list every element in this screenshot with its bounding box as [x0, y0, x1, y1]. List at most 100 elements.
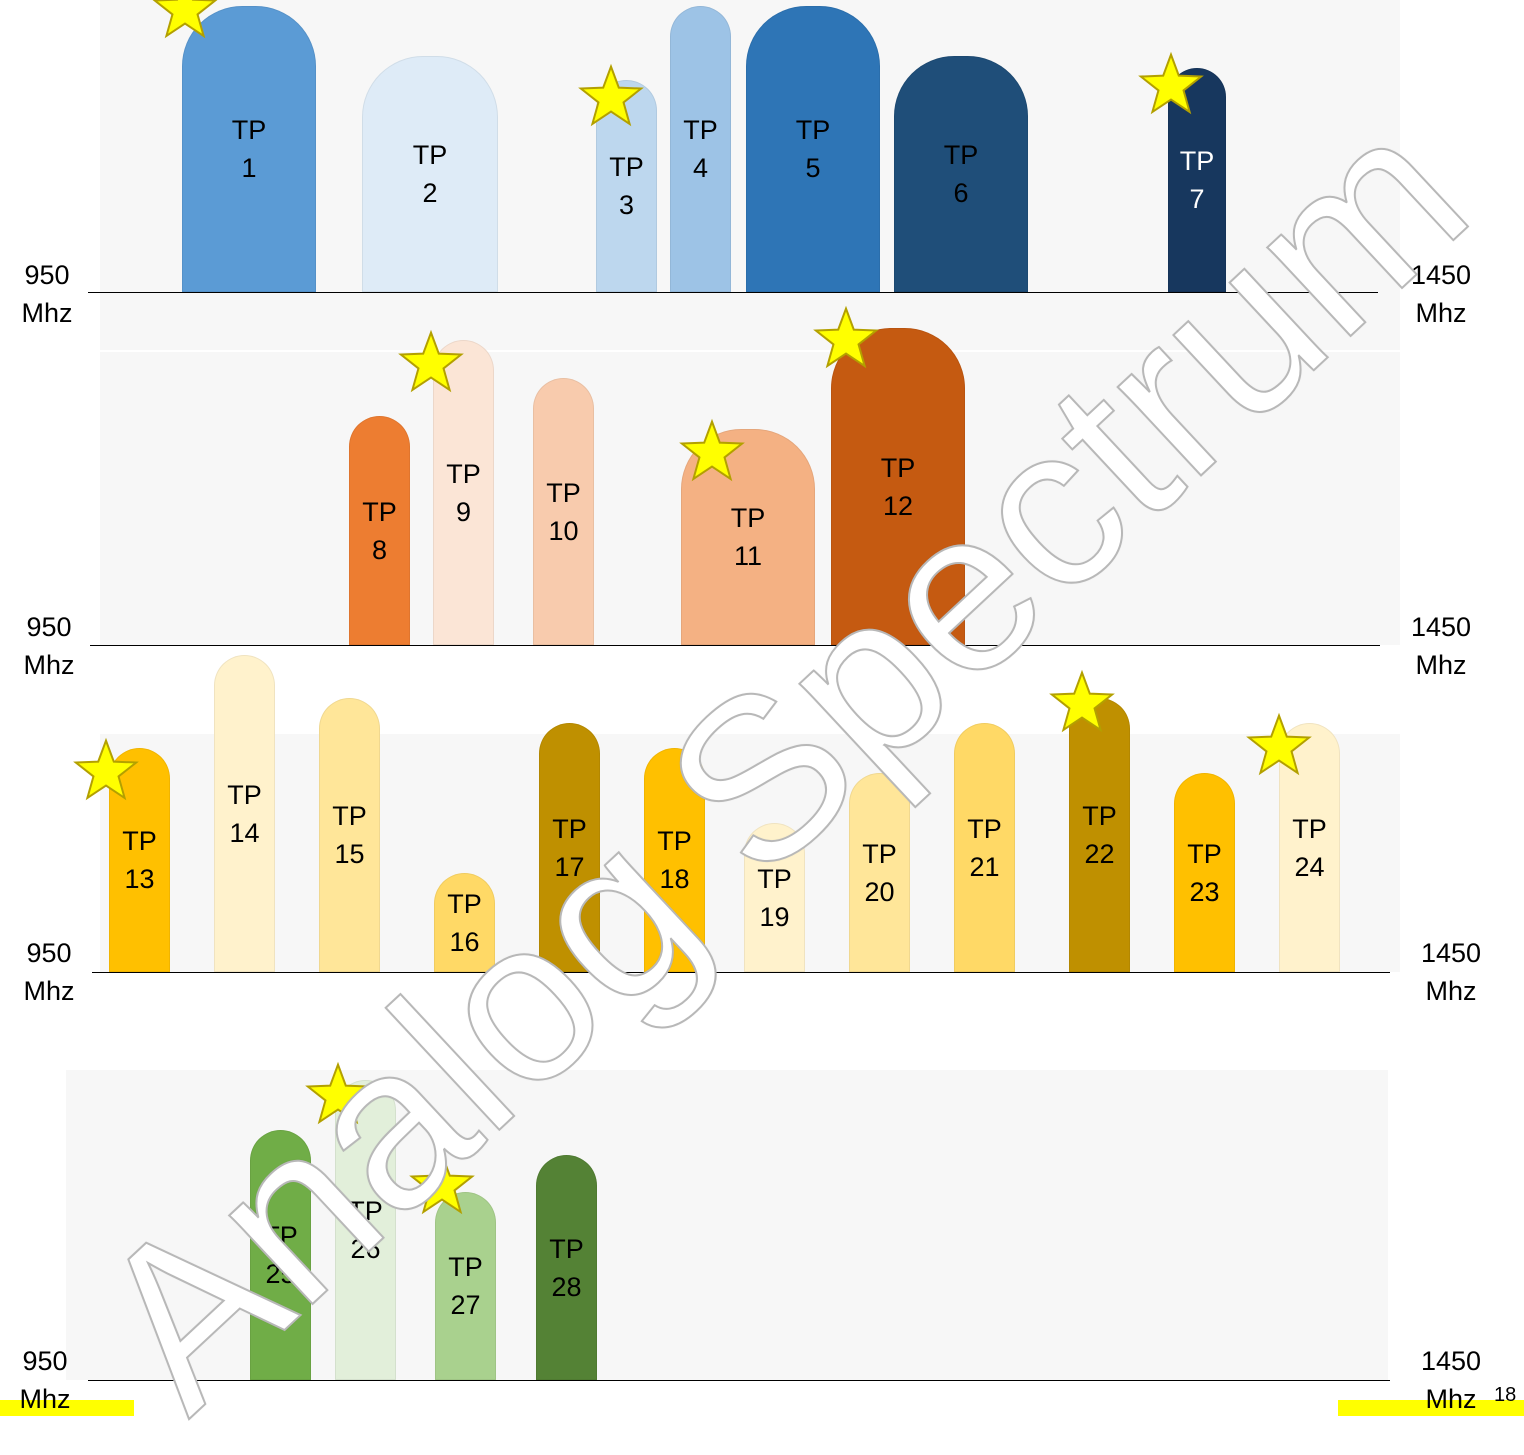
tp-number-label: 27	[450, 1290, 481, 1320]
band-2-start-freq: 950 Mhz	[4, 608, 94, 684]
band-4-end-freq-value: 1450	[1420, 1346, 1482, 1376]
star-shape	[813, 305, 879, 369]
band-1-axis-line	[88, 292, 1378, 293]
tp-prefix-label: TP	[362, 496, 397, 527]
transponder-tp-11: TP 11	[681, 429, 815, 645]
star-icon	[679, 418, 745, 482]
tp-prefix-label: TP	[448, 1252, 483, 1282]
band-3-end-freq-value: 1450	[1420, 938, 1482, 968]
transponder-tp-23: TP 23	[1174, 773, 1235, 972]
tp-number-label: 11	[733, 541, 763, 571]
star-shape	[679, 418, 745, 482]
transponder-tp-26: TP 26	[335, 1080, 396, 1380]
transponder-tp-12: TP 12	[831, 328, 965, 645]
star-icon	[1138, 51, 1204, 115]
band-3-start-freq: 950 Mhz	[4, 934, 94, 1010]
tp-number-label: 3	[618, 190, 635, 220]
transponder-tp-18: TP 18	[644, 748, 705, 972]
tp-number-label: 21	[969, 851, 1000, 882]
star-icon	[398, 329, 464, 393]
transponder-tp-10: TP 10	[533, 378, 594, 645]
tp-number-label: 10	[548, 515, 579, 546]
tp-prefix-label: TP	[263, 1221, 298, 1251]
star-icon	[409, 1151, 475, 1215]
tp-number-label: 2	[422, 178, 438, 208]
tp-prefix-label: TP	[683, 115, 718, 145]
tp-number-label: 16	[449, 926, 480, 957]
tp-number-label: 18	[659, 864, 690, 894]
band-3-end-freq-unit: Mhz	[1425, 976, 1477, 1006]
tp-number-label: 1	[241, 153, 257, 183]
tp-prefix-label: TP	[730, 503, 766, 533]
tp-number-label: 14	[229, 817, 260, 848]
band-4-start-freq: 950 Mhz	[0, 1342, 90, 1418]
band-3-end-freq: 1450 Mhz	[1406, 934, 1496, 1010]
band-1-start-freq-value: 950	[24, 260, 70, 290]
transponder-tp-5: TP 5	[746, 6, 880, 292]
band-2-start-freq-value: 950	[26, 612, 72, 642]
tp-prefix-label: TP	[862, 838, 897, 869]
band-4-axis-line	[88, 1380, 1390, 1381]
band-1-end-freq: 1450 Mhz	[1396, 256, 1486, 332]
transponder-tp-21: TP 21	[954, 723, 1015, 972]
tp-prefix-label: TP	[552, 813, 587, 844]
star-shape	[305, 1061, 371, 1125]
band-3-start-freq-value: 950	[26, 938, 72, 968]
tp-prefix-label: TP	[227, 779, 262, 810]
transponder-tp-16: TP 16	[434, 873, 495, 972]
page-number: 18	[1494, 1384, 1517, 1406]
tp-prefix-label: TP	[757, 863, 792, 894]
star-shape	[578, 63, 644, 127]
tp-number-label: 4	[692, 153, 709, 183]
tp-prefix-label: TP	[332, 801, 367, 831]
band-4-end-freq-unit: Mhz	[1425, 1384, 1477, 1414]
tp-number-label: 8	[371, 534, 388, 565]
star-icon	[152, 0, 218, 39]
star-icon	[813, 305, 879, 369]
tp-prefix-label: TP	[446, 458, 481, 489]
band-4-start-freq-unit: Mhz	[19, 1384, 71, 1414]
star-shape	[398, 329, 464, 393]
tp-number-label: 22	[1084, 839, 1115, 869]
transponder-tp-8: TP 8	[349, 416, 410, 645]
tp-number-label: 6	[953, 178, 969, 208]
transponder-tp-2: TP 2	[362, 56, 498, 292]
band-1-start-freq: 950 Mhz	[2, 256, 92, 332]
tp-prefix-label: TP	[546, 477, 581, 508]
tp-prefix-label: TP	[231, 115, 267, 145]
band-2-start-freq-unit: Mhz	[23, 650, 75, 680]
tp-number-label: 23	[1189, 876, 1220, 907]
star-shape	[152, 0, 218, 39]
tp-prefix-label: TP	[1187, 838, 1222, 869]
star-shape	[409, 1151, 475, 1215]
transponder-tp-15: TP 15	[319, 698, 380, 972]
band-4-end-freq: 1450 Mhz	[1406, 1342, 1496, 1418]
band-3-axis-line	[92, 972, 1390, 973]
tp-prefix-label: TP	[447, 888, 482, 919]
transponder-tp-17: TP 17	[539, 723, 600, 972]
tp-number-label: 24	[1294, 851, 1325, 882]
star-shape	[1246, 712, 1312, 776]
transponder-tp-1: TP 1	[182, 6, 316, 292]
transponder-tp-9: TP 9	[433, 340, 494, 645]
tp-number-label: 20	[864, 876, 895, 907]
tp-number-label: 28	[551, 1271, 582, 1302]
star-icon	[578, 63, 644, 127]
star-icon	[73, 737, 139, 801]
tp-prefix-label: TP	[1082, 801, 1117, 831]
transponder-tp-27: TP 27	[435, 1192, 496, 1380]
tp-number-label: 9	[455, 496, 472, 527]
transponder-tp-22: TP 22	[1069, 698, 1130, 972]
tp-number-label: 13	[124, 864, 155, 894]
transponder-tp-19: TP 19	[744, 823, 805, 972]
star-shape	[73, 737, 139, 801]
band-1-end-freq-unit: Mhz	[1415, 298, 1467, 328]
accent-bar-left	[0, 1400, 134, 1416]
star-icon	[1246, 712, 1312, 776]
tp-prefix-label: TP	[1292, 813, 1327, 844]
accent-bar-right	[1338, 1400, 1524, 1416]
transponder-tp-4: TP 4	[670, 6, 731, 292]
band-2-end-freq-value: 1450	[1410, 612, 1472, 642]
tp-prefix-label: TP	[122, 826, 157, 856]
band-1-start-freq-unit: Mhz	[21, 298, 73, 328]
